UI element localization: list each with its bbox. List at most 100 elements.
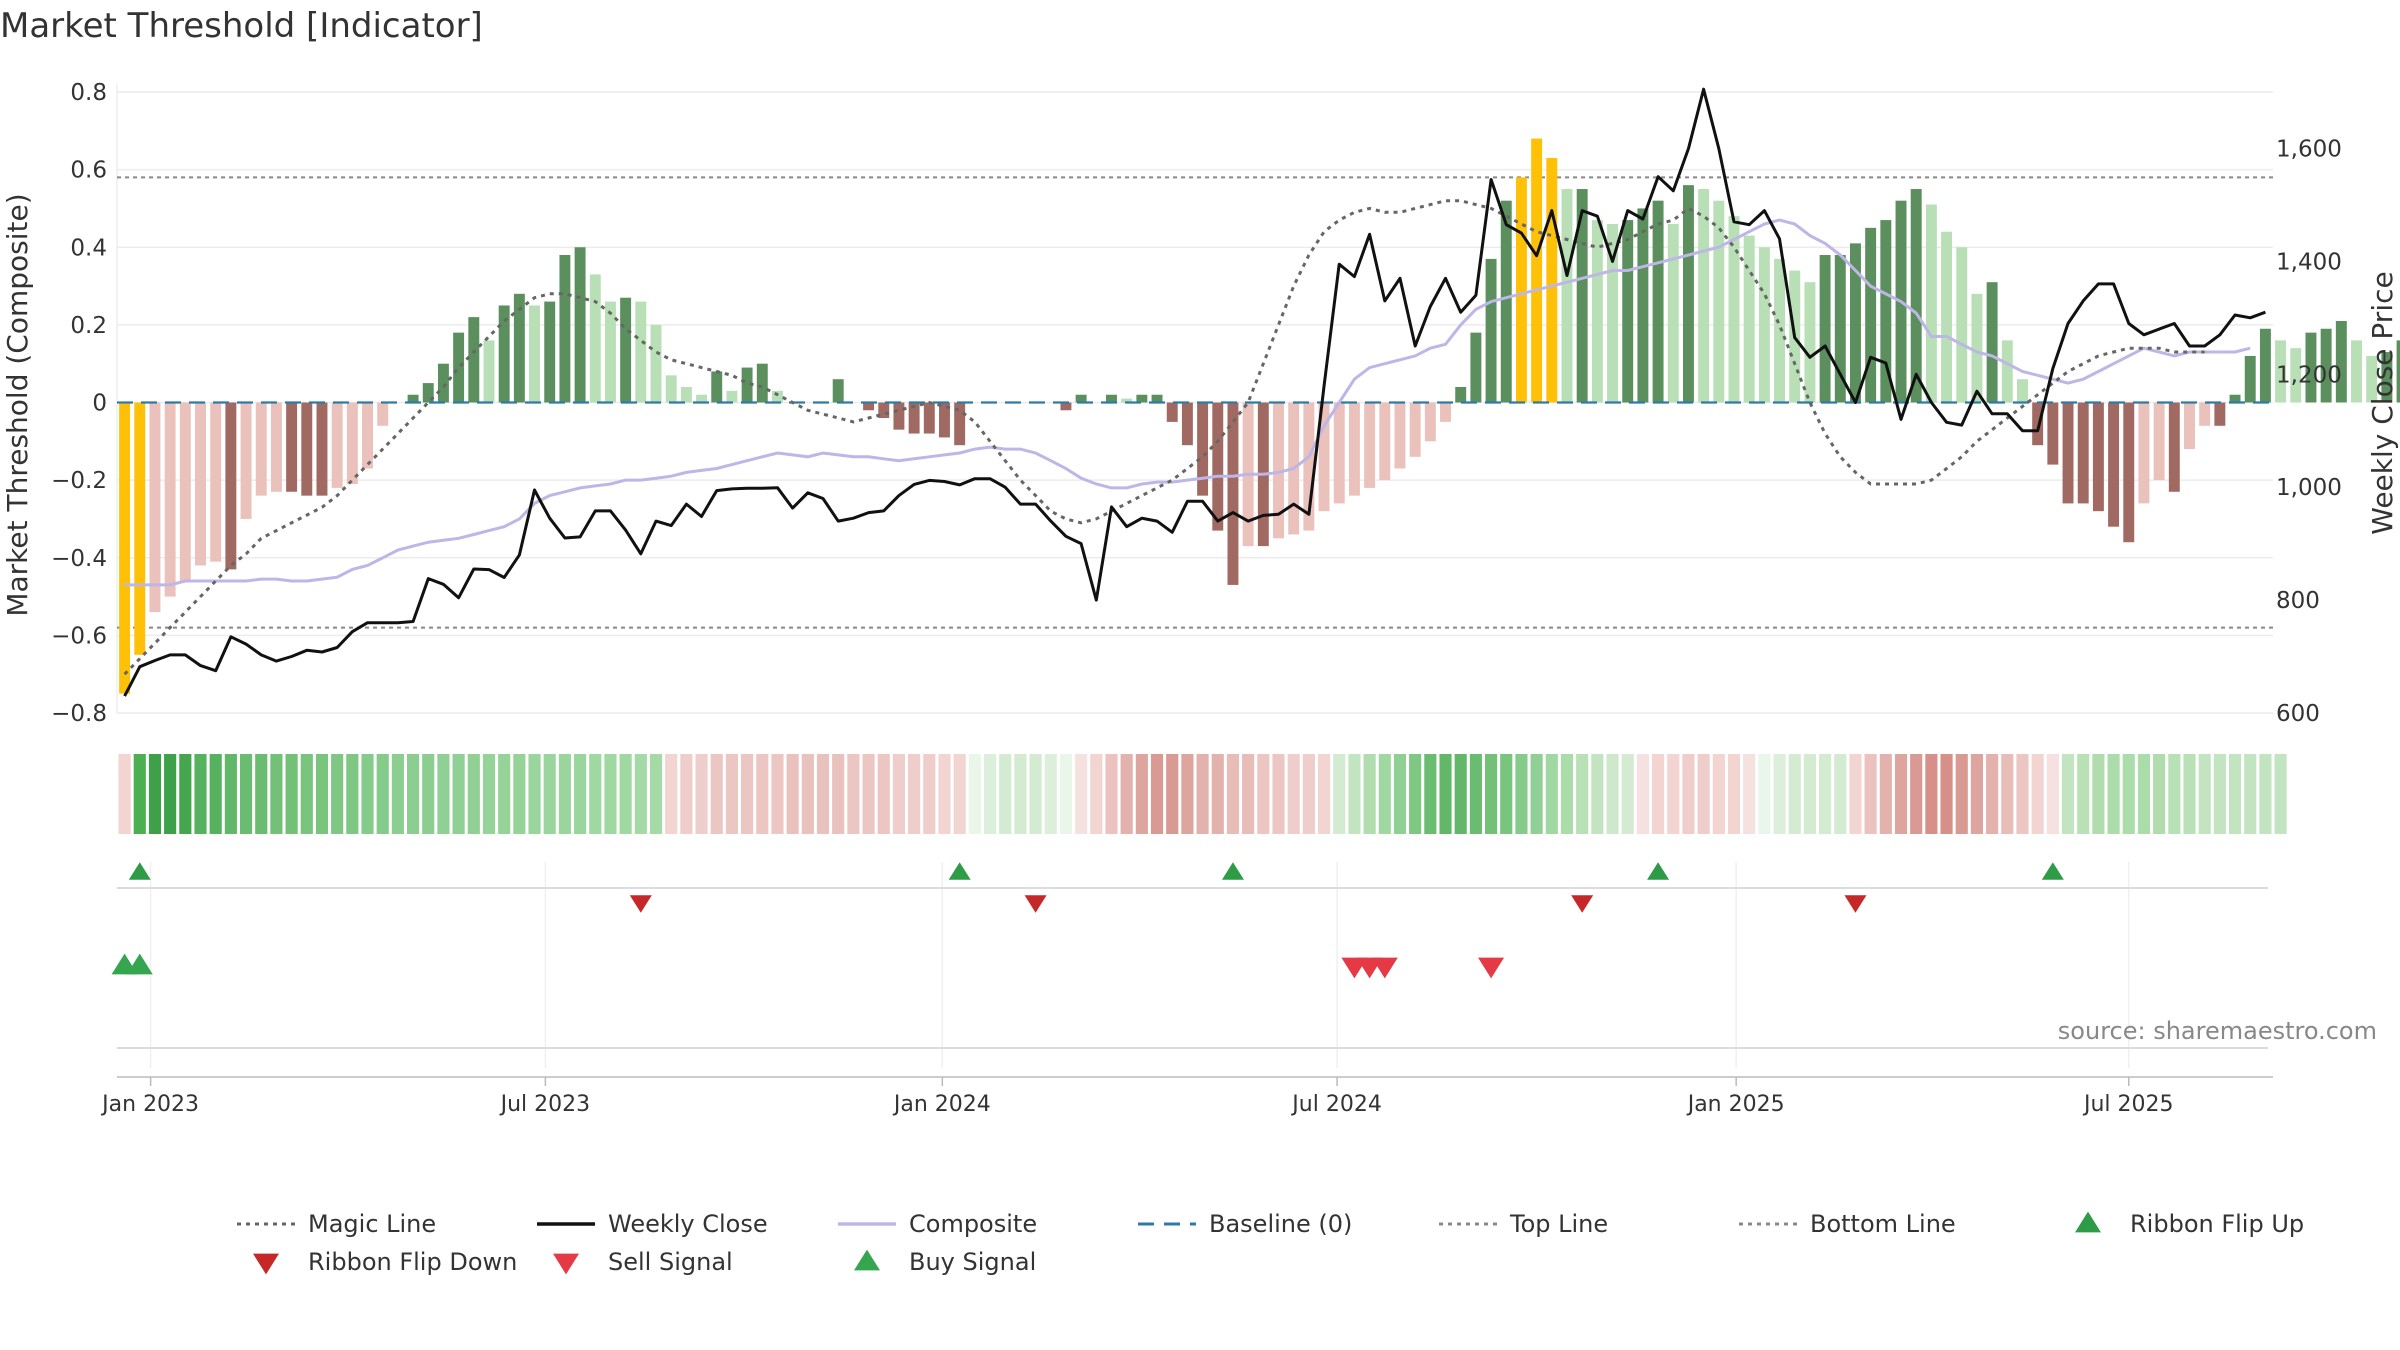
signal-markers bbox=[111, 953, 1505, 979]
composite-bar bbox=[149, 402, 161, 613]
composite-bar bbox=[2153, 402, 2165, 481]
composite-bar bbox=[1956, 247, 1968, 403]
composite-bar bbox=[1865, 227, 1877, 403]
sell-signal-marker bbox=[1478, 957, 1505, 979]
sell-signal-marker bbox=[1371, 957, 1398, 979]
composite-bar bbox=[1925, 204, 1937, 403]
composite-bar bbox=[680, 386, 692, 403]
legend-label: Sell Signal bbox=[608, 1248, 733, 1276]
ribbon-cell bbox=[2228, 754, 2242, 834]
ribbon-flip-down-marker bbox=[629, 895, 652, 913]
ribbon-cell bbox=[2213, 754, 2226, 834]
ribbon-flip-down-marker bbox=[1571, 895, 1594, 913]
composite-bar bbox=[544, 301, 556, 403]
composite-bar bbox=[1318, 402, 1330, 512]
ribbon-cell bbox=[2244, 754, 2257, 834]
ribbon-cell bbox=[1075, 754, 1088, 834]
composite-bar bbox=[483, 340, 495, 403]
ribbon-cell bbox=[1287, 754, 1300, 834]
ribbon-cell bbox=[1530, 754, 1543, 834]
ribbon-cell bbox=[2016, 754, 2029, 834]
composite-bar bbox=[195, 402, 206, 566]
composite-bar bbox=[1728, 216, 1740, 403]
composite-bar bbox=[1576, 189, 1588, 403]
composite-line bbox=[124, 218, 2251, 587]
composite-bar bbox=[1409, 402, 1421, 457]
composite-bar bbox=[604, 301, 616, 403]
legend-item: Composite bbox=[838, 1210, 1037, 1238]
right-tick-label: 1,000 bbox=[2276, 475, 2342, 501]
ribbon-cell bbox=[1044, 754, 1057, 834]
composite-bar bbox=[164, 402, 176, 597]
ribbon-cell bbox=[2198, 754, 2211, 834]
ribbon-cell bbox=[695, 754, 708, 834]
composite-bar bbox=[210, 402, 222, 562]
ribbon-cell bbox=[164, 754, 177, 834]
composite-bar bbox=[529, 305, 541, 403]
ribbon-cell bbox=[1788, 754, 1801, 834]
ribbon-cell bbox=[1636, 754, 1649, 834]
legend-item: Weekly Close bbox=[537, 1210, 768, 1238]
ribbon-cell bbox=[391, 754, 404, 834]
ribbon-cell bbox=[498, 754, 511, 834]
composite-bar bbox=[2017, 379, 2028, 403]
ribbon-cell bbox=[953, 754, 966, 834]
ribbon-cell bbox=[801, 754, 814, 834]
composite-bar bbox=[1364, 402, 1376, 488]
composite-bar bbox=[665, 375, 677, 403]
ribbon-cell bbox=[513, 754, 526, 834]
ribbon-cell bbox=[285, 754, 298, 834]
ribbon-cell bbox=[1135, 754, 1148, 834]
x-tick-label: Jan 2024 bbox=[892, 1092, 991, 1117]
ribbon-cell bbox=[1834, 754, 1847, 834]
composite-bar bbox=[1910, 189, 1922, 403]
composite-bar bbox=[1591, 220, 1603, 403]
ribbon-cell bbox=[1970, 754, 1984, 834]
ribbon-cell bbox=[816, 754, 830, 834]
composite-bar bbox=[1181, 402, 1193, 446]
ribbon-cell bbox=[1758, 754, 1771, 834]
composite-bar bbox=[1485, 258, 1497, 403]
ribbon-cell bbox=[406, 754, 420, 834]
ribbon-cell bbox=[1348, 754, 1361, 834]
ribbon-cell bbox=[1257, 754, 1270, 834]
composite-bar bbox=[301, 402, 313, 496]
ribbon-cell bbox=[756, 754, 769, 834]
legend-label: Magic Line bbox=[308, 1210, 436, 1238]
weekly-close-line bbox=[123, 87, 2266, 697]
ribbon-cell bbox=[1849, 754, 1862, 834]
composite-bar bbox=[2214, 402, 2226, 426]
composite-bar bbox=[2351, 340, 2362, 403]
composite-bar bbox=[2047, 402, 2059, 465]
axes: 0.8 0.6 0.4 0.2 0 −0.2 −0.4 −0.6 −0.8 1,600 1,400 1… bbox=[51, 80, 2342, 727]
ribbon-cell bbox=[1986, 754, 1999, 834]
ribbon-cell bbox=[832, 754, 845, 834]
ribbon-cell bbox=[1864, 754, 1877, 834]
ribbon-cell bbox=[1393, 754, 1407, 834]
composite-bar bbox=[832, 379, 844, 403]
legend: Magic Line Weekly Close Composite Baseline … bbox=[237, 1210, 2304, 1276]
composite-bar bbox=[1333, 402, 1345, 504]
legend-item: Bottom Line bbox=[1739, 1210, 1956, 1238]
composite-bar bbox=[1106, 394, 1117, 403]
composite-bar bbox=[362, 402, 373, 469]
legend-label: Ribbon Flip Up bbox=[2130, 1210, 2304, 1238]
x-tick-label: Jul 2025 bbox=[2082, 1092, 2174, 1117]
ribbon-cell bbox=[2137, 754, 2151, 834]
legend-label: Ribbon Flip Down bbox=[308, 1248, 517, 1276]
ribbon-cell bbox=[983, 754, 997, 834]
composite-bar bbox=[1804, 282, 1816, 403]
ribbon-cell bbox=[1181, 754, 1194, 834]
composite-bar bbox=[316, 402, 328, 496]
composite-bar bbox=[1941, 231, 1953, 403]
right-tick-label: 800 bbox=[2276, 588, 2320, 614]
right-axis-label: Weekly Close Price bbox=[2366, 271, 2399, 534]
x-tick-label: Jan 2023 bbox=[100, 1092, 199, 1117]
composite-bar bbox=[1986, 282, 1998, 403]
ribbon-cell bbox=[1621, 754, 1634, 834]
composite-bar bbox=[2001, 340, 2013, 403]
composite-bar bbox=[1561, 189, 1573, 403]
x-tick-label: Jul 2023 bbox=[499, 1092, 591, 1117]
ribbon-cell bbox=[1712, 754, 1725, 834]
ribbon-cell bbox=[2107, 754, 2120, 834]
